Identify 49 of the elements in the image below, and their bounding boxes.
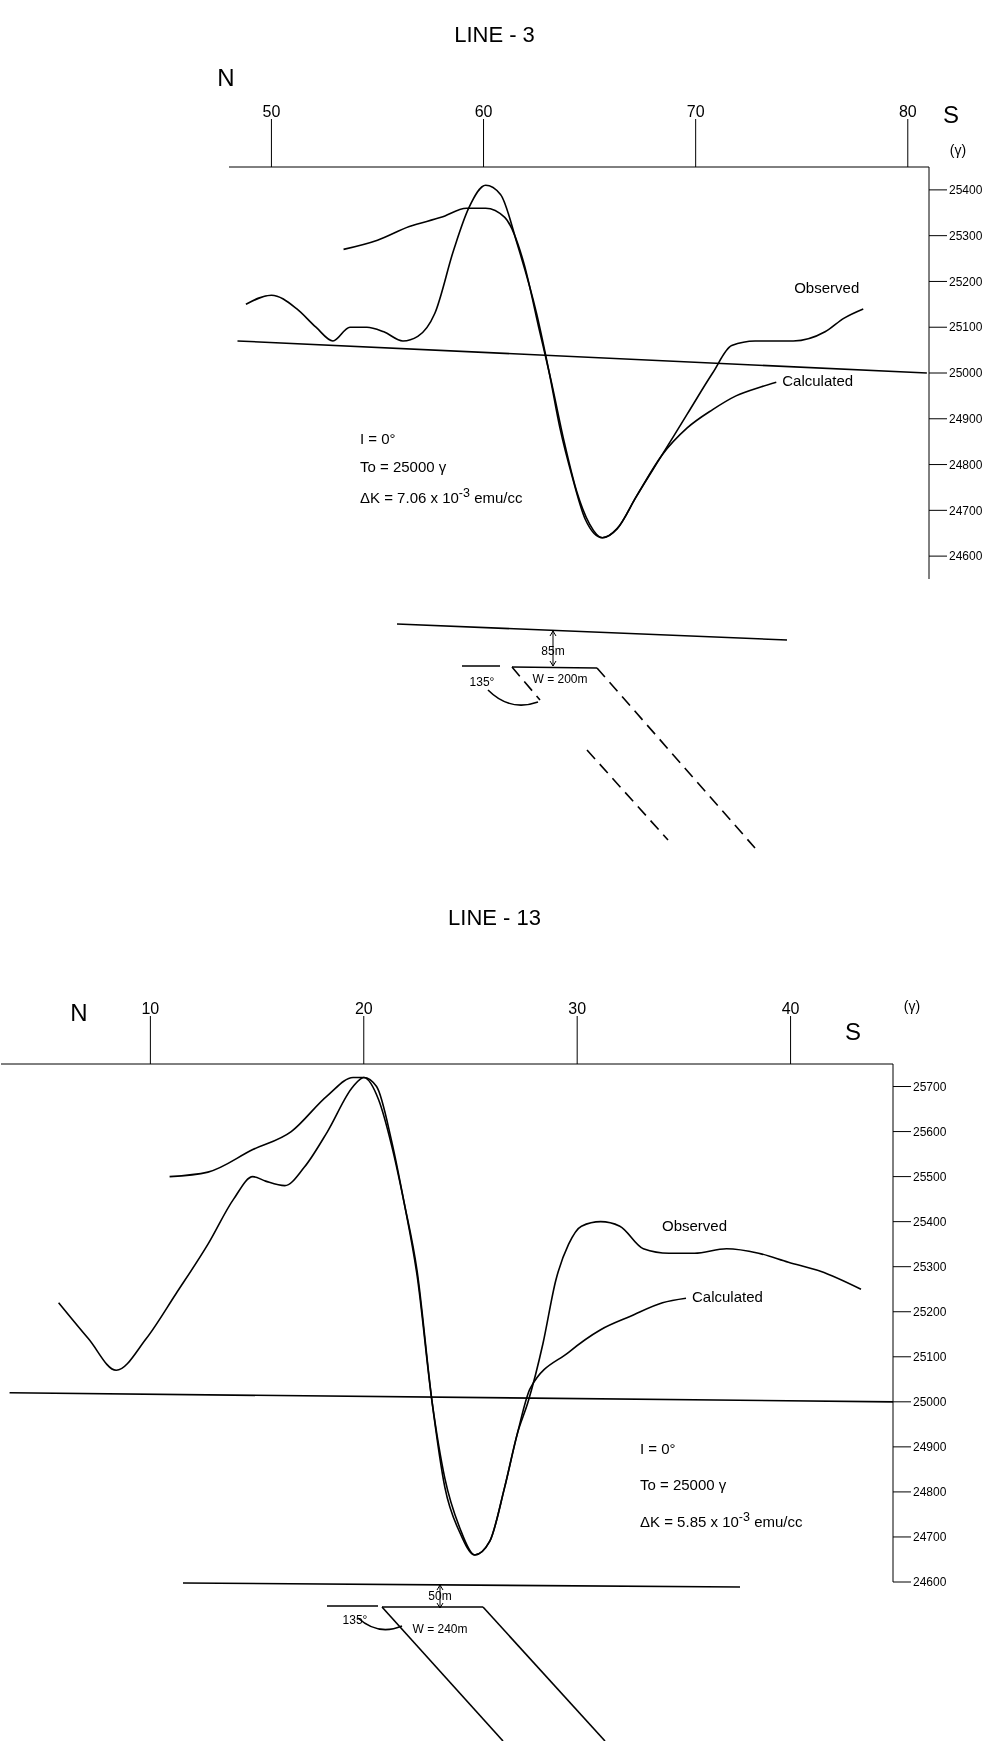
dike-cross-section: 50m 135° W = 240m [182,1582,741,1741]
y-tick-label: 25100 [913,1350,947,1365]
y-tick-label: 25700 [913,1079,947,1094]
y-tick-label: 25300 [913,1259,947,1274]
series-label: Calculated [782,372,854,390]
y-tick-label: 24700 [913,1530,947,1545]
text: S [942,101,959,128]
annotation: ΔK = 5.85 x 10$^{-3}$ emu/cc [640,1510,803,1530]
y-tick-label: 25100 [949,320,983,335]
y-tick-label: 24600 [949,549,983,564]
y-tick-label: 24900 [949,412,983,427]
annotation: To = 25000 γ [360,458,447,475]
y-tick-label: 25400 [913,1214,947,1229]
chart-title: LINE - 3 [453,22,536,48]
chart-title: LINE - 13 [447,905,542,931]
y-axis-title: (γ) [902,998,922,1014]
annotation: To = 25000 γ [640,1476,727,1493]
annotation: ΔK = 7.06 x 10$^{-3}$ emu/cc [360,486,523,506]
y-tick-label: 24900 [913,1440,947,1455]
y-tick-label: 24600 [913,1575,947,1590]
y-tick-label: 25200 [949,274,983,289]
x-tick-label: 60 [474,103,493,120]
y-tick-label: 25200 [913,1305,947,1319]
x-tick-label: 30 [568,1000,587,1017]
text: S [844,1018,862,1046]
y-tick-label: 25000 [949,366,983,381]
series-label: Calculated [692,1288,763,1306]
text: N [69,999,89,1027]
y-tick-label: 25600 [913,1124,947,1139]
y-tick-label: 25300 [949,228,983,243]
y-tick-label: 25400 [949,183,983,198]
x-tick-label: 50 [262,103,281,120]
annotation: I = 0° [640,1440,676,1457]
text: N [216,64,236,92]
x-tick-label: 10 [141,1000,160,1017]
y-tick-label: 24800 [913,1485,947,1500]
annotation: I = 0° [360,430,396,447]
y-tick-label: 24700 [949,503,983,518]
y-tick-label: 25000 [913,1395,947,1410]
x-tick-label: 80 [898,103,917,120]
series-label: Observed [662,1217,728,1235]
series-label: Observed [794,278,860,296]
y-tick-label: 25500 [913,1169,947,1184]
y-axis-title: (γ) [948,142,968,158]
y-tick-label: 24800 [949,457,983,472]
dike-cross-section: 85m 135° W = 200m [396,623,788,849]
x-tick-label: 70 [686,103,705,120]
x-tick-label: 20 [354,1000,373,1017]
x-tick-label: 40 [781,1000,800,1017]
